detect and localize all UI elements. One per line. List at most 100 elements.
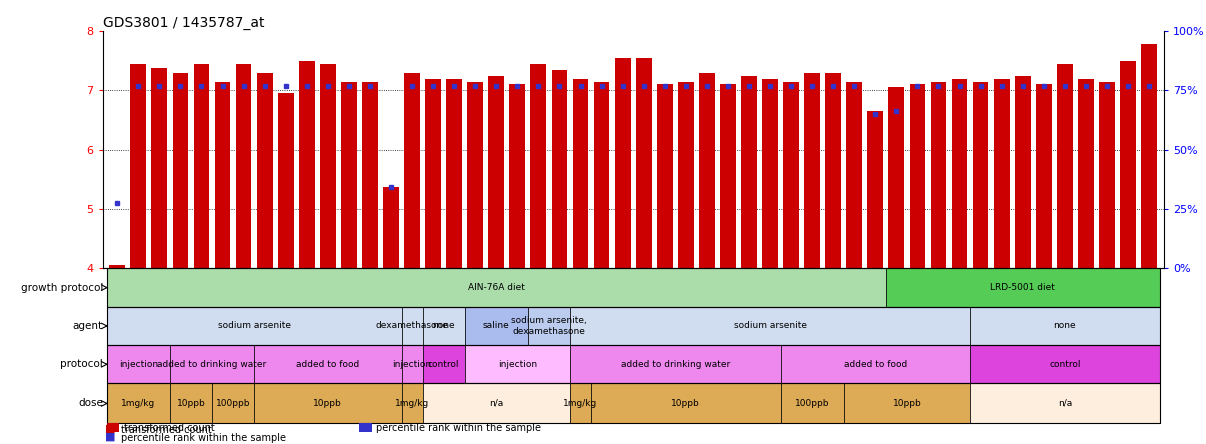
Bar <box>402 307 422 345</box>
Text: 1mg/kg: 1mg/kg <box>563 399 598 408</box>
Bar <box>170 384 212 424</box>
Text: control: control <box>1049 360 1081 369</box>
Text: 1mg/kg: 1mg/kg <box>121 399 156 408</box>
Text: 10ppb: 10ppb <box>892 399 921 408</box>
Bar <box>678 82 693 269</box>
Bar <box>570 384 591 424</box>
Bar <box>573 79 589 269</box>
Text: LRD-5001 diet: LRD-5001 diet <box>990 283 1055 292</box>
Bar <box>1120 61 1136 269</box>
Text: 1mg/kg: 1mg/kg <box>394 399 429 408</box>
Bar <box>889 87 904 269</box>
Text: ■: ■ <box>105 432 116 442</box>
Bar <box>780 384 844 424</box>
Bar <box>384 186 399 269</box>
Bar <box>464 345 570 384</box>
Text: 10ppb: 10ppb <box>176 399 205 408</box>
Bar <box>110 266 125 269</box>
Text: n/a: n/a <box>1058 399 1072 408</box>
Bar <box>254 384 402 424</box>
Bar <box>426 79 441 269</box>
Bar <box>1014 75 1031 269</box>
Bar <box>257 73 273 269</box>
Bar <box>1099 82 1114 269</box>
Bar <box>446 79 462 269</box>
Bar <box>320 64 335 269</box>
Bar <box>106 384 170 424</box>
Bar <box>570 307 970 345</box>
Text: growth protocol: growth protocol <box>21 283 103 293</box>
Text: added to drinking water: added to drinking water <box>621 360 730 369</box>
Bar <box>404 73 420 269</box>
Bar <box>699 73 715 269</box>
Bar <box>152 68 168 269</box>
Bar <box>909 84 925 269</box>
Bar <box>570 345 780 384</box>
Bar <box>235 64 252 269</box>
Bar <box>615 58 631 269</box>
Bar <box>106 269 1160 307</box>
Text: sodium arsenite: sodium arsenite <box>217 321 291 330</box>
Bar <box>194 64 210 269</box>
Text: agent: agent <box>72 321 103 331</box>
Text: 100ppb: 100ppb <box>216 399 251 408</box>
Text: 10ppb: 10ppb <box>314 399 343 408</box>
Bar <box>106 424 119 432</box>
Bar <box>657 84 673 269</box>
Bar <box>1056 64 1072 269</box>
Bar <box>277 93 293 269</box>
Text: percentile rank within the sample: percentile rank within the sample <box>376 423 541 432</box>
Text: GDS3801 / 1435787_at: GDS3801 / 1435787_at <box>103 16 264 30</box>
Text: percentile rank within the sample: percentile rank within the sample <box>121 433 286 443</box>
Text: injection: injection <box>392 360 432 369</box>
Text: added to food: added to food <box>297 360 359 369</box>
Bar <box>591 384 780 424</box>
Bar <box>804 73 820 269</box>
Bar <box>106 345 170 384</box>
Text: protocol: protocol <box>60 359 103 369</box>
Bar <box>1078 79 1094 269</box>
Text: transformed count: transformed count <box>123 423 215 432</box>
Text: dexamethasone: dexamethasone <box>375 321 449 330</box>
Bar <box>531 64 546 269</box>
Bar <box>762 79 778 269</box>
Text: injection: injection <box>118 360 158 369</box>
Text: 100ppb: 100ppb <box>795 399 830 408</box>
Bar <box>509 84 526 269</box>
Bar <box>844 384 970 424</box>
Text: added to food: added to food <box>844 360 907 369</box>
Text: none: none <box>1054 321 1076 330</box>
Bar <box>106 307 402 345</box>
Bar <box>468 82 484 269</box>
Bar <box>215 82 230 269</box>
Bar <box>970 307 1160 345</box>
Bar <box>106 269 886 307</box>
Text: saline: saline <box>482 321 510 330</box>
Bar <box>362 82 377 269</box>
Bar <box>106 307 1160 345</box>
Bar <box>422 384 570 424</box>
Bar <box>402 345 422 384</box>
Text: added to drinking water: added to drinking water <box>157 360 267 369</box>
Bar <box>464 307 528 345</box>
Bar <box>106 345 1160 384</box>
Text: AIN-76A diet: AIN-76A diet <box>468 283 525 292</box>
Bar <box>488 75 504 269</box>
Text: none: none <box>432 321 455 330</box>
Bar <box>867 111 883 269</box>
Bar <box>106 384 1160 424</box>
Bar <box>359 424 371 432</box>
Bar <box>780 345 970 384</box>
Bar <box>970 345 1160 384</box>
Bar <box>528 307 570 345</box>
Text: n/a: n/a <box>490 399 503 408</box>
Bar <box>994 79 1009 269</box>
Bar <box>422 307 464 345</box>
Text: sodium arsenite,
dexamethasone: sodium arsenite, dexamethasone <box>511 316 587 336</box>
Text: 10ppb: 10ppb <box>672 399 701 408</box>
Bar <box>720 84 736 269</box>
Bar <box>952 79 967 269</box>
Bar <box>402 384 422 424</box>
Bar <box>740 75 757 269</box>
Bar <box>593 82 609 269</box>
